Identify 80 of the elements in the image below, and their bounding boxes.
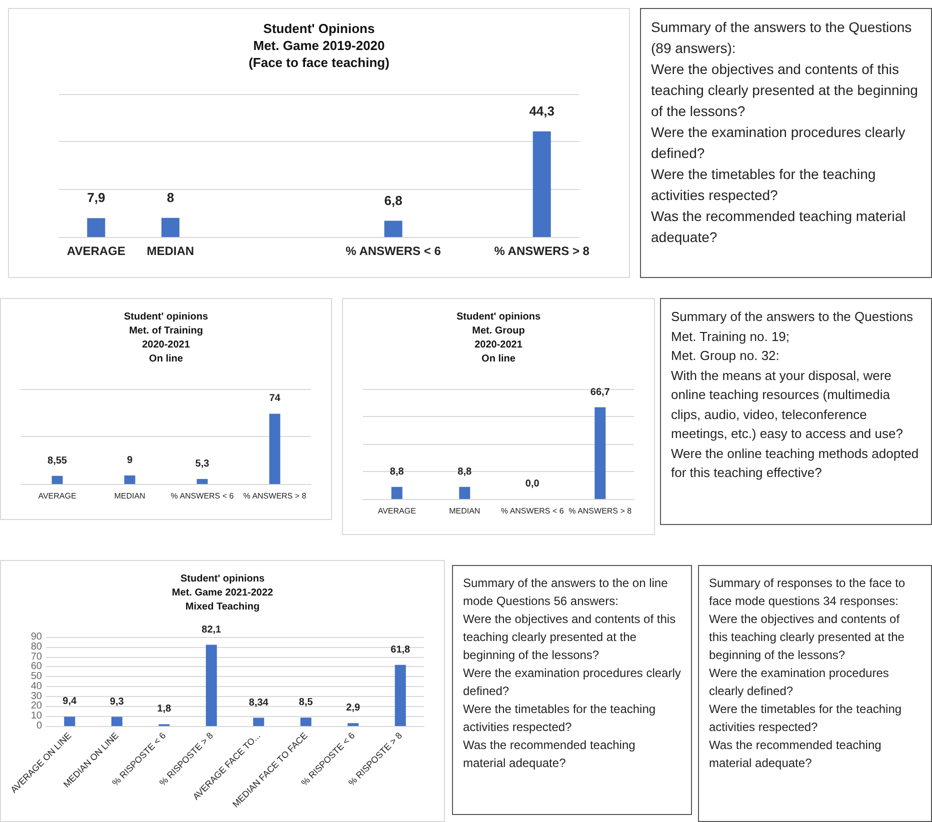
text: Summary of the answers to the Questions (89 answers): xyxy=(651,18,913,58)
data-label: 8,5 xyxy=(298,697,314,708)
text: Summary of the answers to the Questions Met. Training no. 19; xyxy=(671,308,914,346)
data-label: 1,8 xyxy=(157,704,172,715)
bar xyxy=(300,718,312,726)
text: With the means at your disposal, were online teaching resources (multimedia clips, audio, video, teleconference meetings, etc.) easy to access and use? xyxy=(671,366,904,443)
data-label: 74 xyxy=(269,393,281,404)
chart-title: Student' opinions Met. of Training 2020-2021 On line xyxy=(124,312,208,364)
text: Were the examination procedures clearly defined? xyxy=(709,665,890,700)
data-label: 8,8 xyxy=(390,466,404,478)
text: Were the examination procedures clearly defined? xyxy=(651,123,906,163)
text: Summary of responses to the face to face mode questions 34 responses: xyxy=(709,575,906,610)
text: Were the timetables for the teaching activities respected? xyxy=(463,701,657,736)
bar xyxy=(124,475,136,484)
bar xyxy=(64,716,76,726)
data-label: 6,8 xyxy=(384,192,402,208)
data-label: 0,0 xyxy=(525,478,540,490)
data-label: 44,3 xyxy=(529,103,555,118)
x-tick-label: AVERAGE xyxy=(378,506,416,516)
data-label: 8,55 xyxy=(48,455,68,466)
chart-title: Student' opinions Met. Group 2020-2021 On line xyxy=(456,312,541,364)
y-tick-label: 10 xyxy=(30,710,42,722)
data-label: 61,8 xyxy=(390,644,411,656)
text: Was the recommended teaching material adequate? xyxy=(463,737,636,772)
bar xyxy=(52,476,63,484)
bar xyxy=(394,664,406,726)
data-label: 9,3 xyxy=(110,696,124,708)
text: Was the recommended teaching material adequate? xyxy=(651,207,907,247)
y-tick-label: 80 xyxy=(30,641,42,652)
text: Were the timetables for the teaching activities respected? xyxy=(709,701,903,736)
x-tick-label: % ANSWERS > 8 xyxy=(568,506,632,516)
data-label: 2,9 xyxy=(346,702,361,714)
bar xyxy=(532,131,551,237)
bar xyxy=(348,723,359,726)
y-tick-label: 90 xyxy=(30,632,42,642)
data-label: 9 xyxy=(126,454,133,466)
data-label: 8 xyxy=(166,190,174,205)
data-label: 5,3 xyxy=(195,458,210,470)
text: Were the examination procedures clearly defined? xyxy=(463,665,681,700)
x-tick-label: % ANSWERS < 6 xyxy=(346,244,442,258)
text: Was the recommended teaching material adequate? xyxy=(709,737,882,772)
y-tick-label: 30 xyxy=(30,690,42,702)
bar xyxy=(87,218,106,237)
bar xyxy=(269,414,280,484)
data-label: 8,34 xyxy=(248,697,269,708)
y-tick-label: 60 xyxy=(30,661,42,672)
data-label: 66,7 xyxy=(590,386,610,398)
text: Were the objectives and contents of this teaching clearly presented at the beginning of the lessons? xyxy=(709,611,906,664)
data-label: 82,1 xyxy=(202,624,222,636)
text: Were the objectives and contents of this teaching clearly presented at the beginning of the lessons? xyxy=(651,60,919,121)
x-tick-label: % ANSWERS < 6 xyxy=(500,506,564,516)
x-tick-label: % ANSWERS > 8 xyxy=(243,492,307,500)
text: Summary of the answers to the on line mode Questions 56 answers: xyxy=(463,575,669,610)
x-tick-label: % ANSWERS < 6 xyxy=(170,492,234,500)
x-tick-label: MEDIAN xyxy=(114,492,146,500)
x-tick-label: AVERAGE xyxy=(66,244,126,258)
y-tick-label: 50 xyxy=(30,671,42,682)
x-tick-label: MEDIAN xyxy=(449,506,480,516)
data-label: 9,4 xyxy=(62,696,78,708)
bar xyxy=(161,218,180,237)
bar xyxy=(384,220,402,237)
x-tick-label: % ANSWERS > 8 xyxy=(494,244,590,258)
x-tick-label: AVERAGE xyxy=(38,492,76,500)
text: Were the objectives and contents of this teaching clearly presented at the beginning of the lessons? xyxy=(463,611,677,664)
chart-title: Student' Opinions Met. Game 2019-2020 (Face to face teaching) xyxy=(248,21,390,70)
data-label: 8,8 xyxy=(458,466,472,478)
y-tick-label: 70 xyxy=(30,651,42,662)
text: Were the online teaching methods adopted for this teaching effective? xyxy=(671,444,920,482)
bar xyxy=(111,716,122,726)
bar xyxy=(253,718,264,726)
x-tick-label: MEDIAN xyxy=(146,244,194,258)
y-tick-label: 20 xyxy=(30,700,42,712)
bar xyxy=(206,644,217,726)
text: Were the timetables for the teaching activities respected? xyxy=(651,165,877,205)
chart-title: Student' opinions Met. Game 2021-2022 Mixed Teaching xyxy=(172,574,274,612)
y-tick-label: 0 xyxy=(36,720,42,732)
bar xyxy=(196,478,208,484)
y-tick-label: 40 xyxy=(30,680,42,692)
text: Met. Group no. 32: xyxy=(671,347,780,365)
data-label: 7,9 xyxy=(87,190,106,206)
